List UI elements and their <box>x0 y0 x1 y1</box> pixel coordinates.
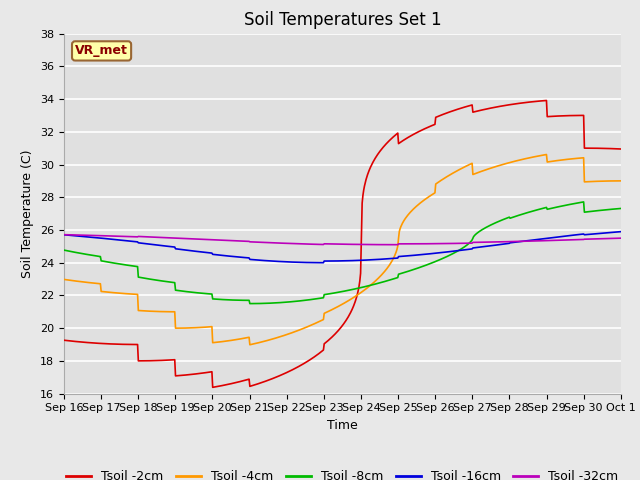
X-axis label: Time: Time <box>327 419 358 432</box>
Y-axis label: Soil Temperature (C): Soil Temperature (C) <box>22 149 35 278</box>
Legend: Tsoil -2cm, Tsoil -4cm, Tsoil -8cm, Tsoil -16cm, Tsoil -32cm: Tsoil -2cm, Tsoil -4cm, Tsoil -8cm, Tsoi… <box>61 465 623 480</box>
Title: Soil Temperatures Set 1: Soil Temperatures Set 1 <box>244 11 441 29</box>
Text: VR_met: VR_met <box>75 44 128 58</box>
